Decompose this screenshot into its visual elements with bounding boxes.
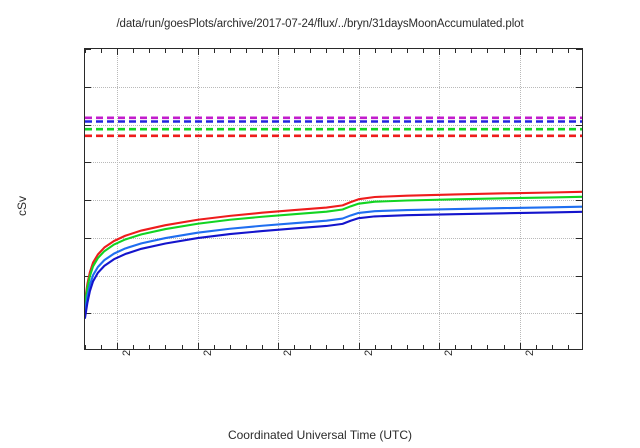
x-axis-tick [101, 49, 103, 53]
gridline-horizontal [85, 275, 582, 277]
y-axis-tick [85, 200, 91, 201]
data-series-group [85, 116, 582, 320]
x-axis-tick [117, 343, 119, 349]
x-axis-tick [294, 345, 296, 349]
x-axis-tick [471, 49, 473, 53]
x-axis-tick [229, 345, 231, 349]
gridline-horizontal [85, 200, 582, 201]
x-axis-tick [406, 49, 408, 53]
x-axis-tick [213, 49, 215, 53]
x-axis-tick [342, 345, 344, 349]
x-axis-tick [358, 49, 360, 55]
y-axis-tick [576, 237, 582, 239]
x-axis-tick [197, 49, 199, 55]
plot-title: /data/run/goesPlots/archive/2017-07-24/f… [116, 18, 524, 30]
x-axis-tick [101, 345, 103, 349]
x-axis-tick [535, 49, 537, 53]
x-axis-tick [503, 49, 505, 53]
x-axis-tick [133, 345, 135, 349]
x-axis-tick [262, 345, 264, 349]
x-axis-tick [294, 49, 296, 53]
x-axis-tick [149, 49, 151, 53]
y-axis-tick [576, 124, 582, 126]
x-axis-tick [439, 343, 441, 349]
x-axis-tick [85, 49, 86, 53]
x-axis-tick [133, 49, 135, 53]
x-axis-tick [165, 345, 167, 349]
y-axis-tick [576, 313, 582, 315]
gridline-vertical [117, 49, 119, 349]
gridline-horizontal [85, 162, 582, 164]
y-axis-tick [576, 275, 582, 277]
y-axis-tick [576, 200, 582, 201]
x-axis-tick [165, 49, 167, 53]
y-axis-tick [576, 162, 582, 164]
gridline-horizontal [85, 237, 582, 239]
y-axis-tick [85, 275, 91, 277]
y-axis-tick [85, 86, 91, 88]
gridline-horizontal [85, 86, 582, 88]
x-axis-tick [535, 345, 537, 349]
accumulated-dose-green [85, 195, 582, 305]
x-axis-tick [358, 343, 360, 349]
y-axis-tick [85, 49, 91, 50]
x-axis-tick [262, 49, 264, 53]
x-axis-tick [503, 345, 505, 349]
gridline-horizontal [85, 313, 582, 315]
x-axis-tick [551, 345, 553, 349]
x-axis-tick [278, 343, 280, 349]
x-axis-tick [181, 49, 183, 53]
x-axis-tick [471, 345, 473, 349]
y-axis-tick [85, 237, 91, 239]
x-axis-tick [85, 345, 86, 349]
x-axis-tick [455, 49, 457, 53]
accumulated-dose-lightblue [85, 205, 582, 313]
x-axis-tick [245, 345, 247, 349]
x-axis-tick [245, 49, 247, 53]
x-axis-tick [567, 49, 569, 53]
plot-axes [84, 48, 583, 350]
x-axis-tick [374, 345, 376, 349]
x-axis-tick [374, 49, 376, 53]
gridline-vertical [197, 49, 199, 349]
x-axis-tick [390, 345, 392, 349]
y-axis-label: cSv [15, 195, 30, 217]
x-axis-tick [567, 345, 569, 349]
x-axis-tick [487, 345, 489, 349]
accumulated-dose-red [85, 190, 582, 302]
x-axis-tick [310, 49, 312, 53]
y-axis-tick [85, 124, 91, 126]
gridline-horizontal [85, 124, 582, 126]
x-axis-tick [278, 49, 280, 55]
x-axis-tick [406, 345, 408, 349]
y-axis-tick [85, 162, 91, 164]
x-axis-tick [455, 345, 457, 349]
x-axis-tick [213, 345, 215, 349]
y-axis-tick [85, 313, 91, 315]
x-axis-tick [390, 49, 392, 53]
x-axis-tick [423, 49, 425, 53]
y-axis-tick [576, 86, 582, 88]
x-axis-tick [149, 345, 151, 349]
x-axis-tick [181, 345, 183, 349]
accumulated-dose-darkblue [85, 210, 582, 320]
x-axis-tick [229, 49, 231, 53]
x-axis-tick [326, 345, 328, 349]
x-axis-tick [487, 49, 489, 53]
x-axis-tick [519, 343, 521, 349]
x-axis-tick [519, 49, 521, 55]
x-axis-tick [423, 345, 425, 349]
y-axis-tick [576, 49, 582, 50]
x-axis-tick [551, 49, 553, 53]
gridline-vertical [278, 49, 280, 349]
x-axis-tick [197, 343, 199, 349]
x-axis-tick [342, 49, 344, 53]
x-axis-tick [117, 49, 119, 55]
x-axis-tick [310, 345, 312, 349]
plot-area [85, 49, 582, 349]
x-axis-label: Coordinated Universal Time (UTC) [227, 428, 413, 442]
x-axis-tick [326, 49, 328, 53]
x-axis-tick [439, 49, 441, 55]
